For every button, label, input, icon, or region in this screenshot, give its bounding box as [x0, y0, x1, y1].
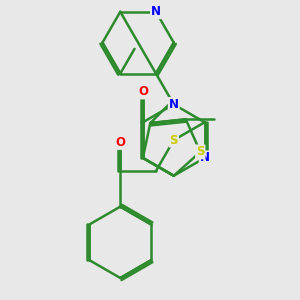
- Text: O: O: [138, 85, 148, 98]
- Text: S: S: [196, 146, 205, 158]
- Text: N: N: [151, 5, 161, 18]
- Text: S: S: [169, 134, 178, 147]
- Text: N: N: [169, 98, 179, 111]
- Text: O: O: [115, 136, 125, 149]
- Text: N: N: [200, 152, 210, 164]
